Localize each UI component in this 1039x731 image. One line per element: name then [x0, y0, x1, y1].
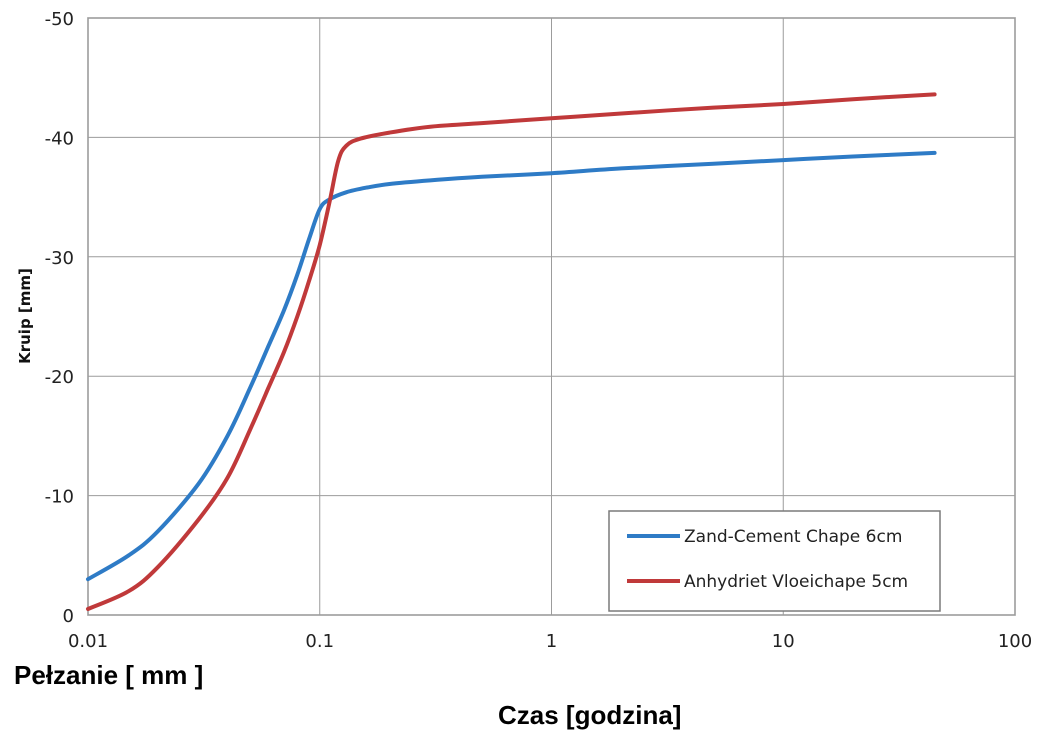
y-axis-label: Kruip [mm]: [16, 268, 34, 364]
y-tick-label: -10: [45, 487, 74, 508]
x-tick-label: 100: [998, 631, 1032, 652]
x-tick-label: 0.1: [305, 631, 334, 652]
y-tick-label: -40: [45, 128, 74, 149]
y-tick-label: 0: [63, 606, 74, 627]
x-tick-labels: 0.01 0.1 1 10 100: [68, 631, 1032, 652]
x-tick-label: 10: [772, 631, 795, 652]
legend-box: [608, 510, 941, 612]
grid-lines: [87, 17, 1016, 616]
legend: Zand-Cement Chape 6cm Anhydriet Vloeicha…: [608, 510, 941, 612]
y-tick-label: -30: [45, 248, 74, 269]
y-tick-label: -50: [45, 9, 74, 30]
series-line-1: [86, 92, 937, 611]
legend-label-zand-cement: Zand-Cement Chape 6cm: [684, 527, 902, 547]
series-line-0: [86, 150, 937, 582]
x-tick-label: 1: [546, 631, 557, 652]
y-tick-labels: 0 -10 -20 -30 -40 -50: [45, 9, 74, 627]
legend-label-anhydriet: Anhydriet Vloeichape 5cm: [684, 572, 908, 592]
x-axis-label: Czas [godzina]: [498, 700, 682, 730]
series-layer: [86, 92, 937, 611]
x-tick-label: 0.01: [68, 631, 108, 652]
page-caption: Pełzanie [ mm ]: [14, 660, 204, 690]
y-tick-label: -20: [45, 367, 74, 388]
